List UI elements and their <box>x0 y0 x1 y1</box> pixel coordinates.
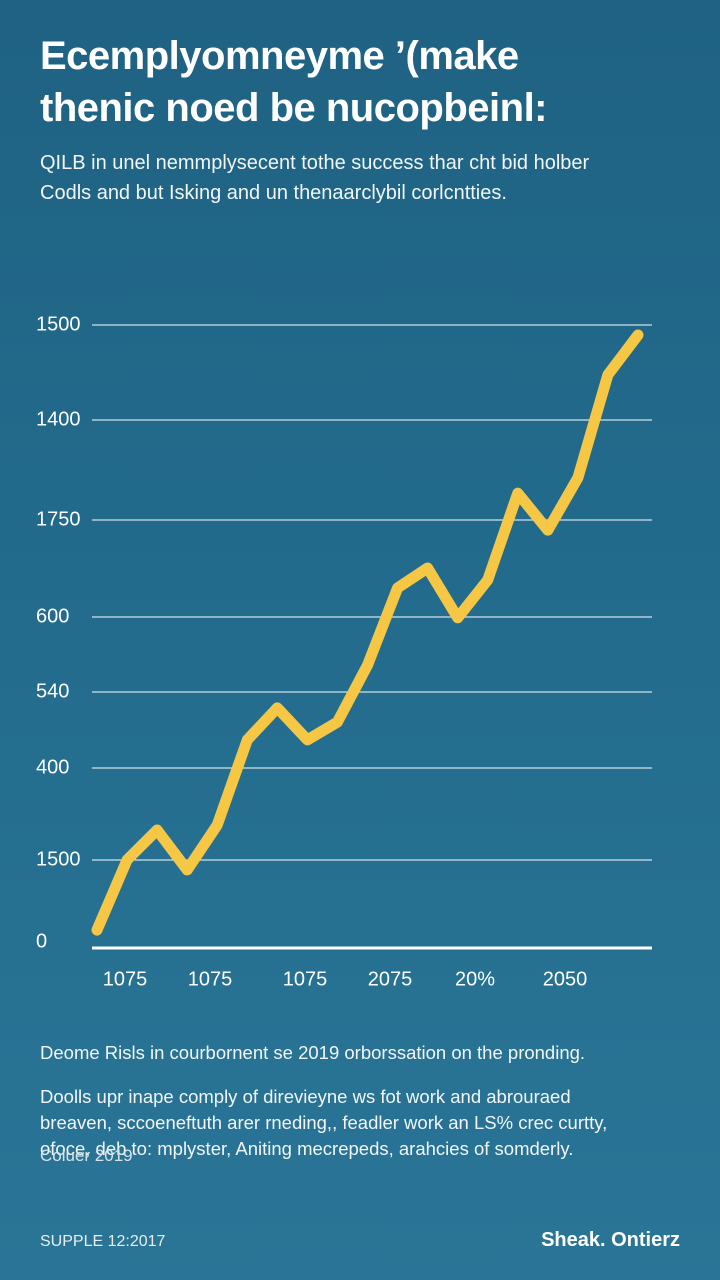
x-tick-label: 2050 <box>543 968 588 990</box>
note-line: Deome Risls in courbornent se 2019 orbor… <box>40 1042 586 1063</box>
brand: Sheak. Ontierz <box>541 1229 680 1251</box>
note-line: breaven, sccoeneftuth arer rneding,, fea… <box>40 1112 608 1133</box>
x-tick-label: 1075 <box>283 968 328 990</box>
chart: 1500 1400 1750 600 540 400 1500 0 1075 1075 1075 20… <box>36 313 652 990</box>
note-line: Doolls upr inape comply of direvieyne ws… <box>40 1086 571 1107</box>
subtitle-line: QILB in unel nemmplysecent tothe success… <box>40 152 590 174</box>
subtitle-line: Codls and but Isking and un thenaarclybi… <box>40 182 507 204</box>
y-tick-label: 1750 <box>36 508 81 530</box>
x-tick-label: 1075 <box>103 968 148 990</box>
x-tick-label: 2075 <box>368 968 413 990</box>
title-line: Ecemplyomneyme ’(make <box>40 34 519 78</box>
footer: SUPPLE 12:2017 <box>40 1233 166 1250</box>
source: Coluer 2019 <box>40 1146 133 1165</box>
notes: Deome Risls in courbornent se 2019 orbor… <box>40 1040 700 1162</box>
y-tick-label: 1500 <box>36 848 81 870</box>
title: Ecemplyomneyme ’(make thenic noed be nuco… <box>40 30 700 134</box>
subtitle: QILB in unel nemmplysecent tothe success… <box>40 148 700 208</box>
y-tick-label: 1400 <box>36 408 81 430</box>
y-tick-label: 400 <box>36 756 69 778</box>
y-tick-label: 540 <box>36 680 69 702</box>
note-line: ofoce, deb to: mplyster, Aniting mecrepe… <box>40 1138 574 1159</box>
y-tick-label: 0 <box>36 930 47 952</box>
x-tick-label: 20% <box>455 968 495 990</box>
x-tick-label: 1075 <box>188 968 233 990</box>
y-tick-label: 600 <box>36 605 69 627</box>
y-tick-label: 1500 <box>36 313 81 335</box>
title-line: thenic noed be nucopbeinl: <box>40 86 548 130</box>
data-line <box>91 329 644 936</box>
